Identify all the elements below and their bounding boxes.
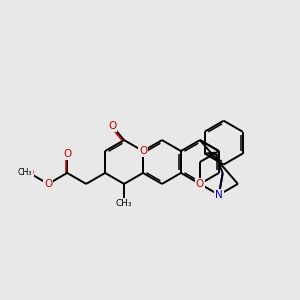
Text: O: O (108, 121, 116, 131)
Text: CH₃: CH₃ (116, 199, 132, 208)
Text: O: O (63, 149, 71, 159)
Text: O: O (196, 179, 204, 189)
Text: O: O (25, 168, 33, 178)
Text: O: O (44, 179, 52, 189)
Text: CH₃: CH₃ (17, 169, 32, 178)
Text: O: O (139, 146, 147, 156)
Text: N: N (215, 190, 223, 200)
